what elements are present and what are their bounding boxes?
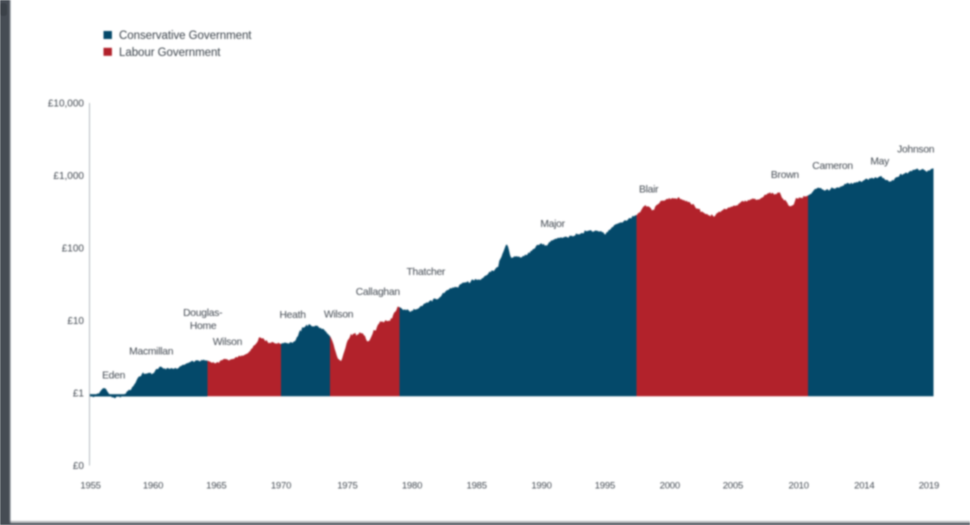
svg-text:£10,000: £10,000	[48, 99, 85, 110]
svg-text:2010: 2010	[789, 481, 809, 492]
svg-text:Thatcher: Thatcher	[406, 267, 445, 278]
svg-text:Blair: Blair	[639, 185, 659, 196]
svg-text:Wilson: Wilson	[213, 337, 243, 348]
svg-text:2019: 2019	[919, 481, 939, 492]
svg-text:1955: 1955	[80, 481, 100, 492]
svg-text:Major: Major	[540, 219, 565, 230]
svg-text:Home: Home	[190, 321, 217, 332]
svg-text:£0: £0	[73, 461, 85, 472]
svg-text:1985: 1985	[467, 481, 487, 492]
svg-text:2005: 2005	[723, 481, 743, 492]
svg-text:£1,000: £1,000	[53, 171, 84, 182]
svg-text:1990: 1990	[531, 481, 551, 492]
svg-text:Douglas-: Douglas-	[183, 308, 222, 319]
svg-text:1960: 1960	[143, 481, 163, 492]
svg-text:1980: 1980	[402, 481, 422, 492]
svg-text:Macmillan: Macmillan	[129, 347, 174, 358]
svg-text:1975: 1975	[337, 481, 357, 492]
svg-text:£10: £10	[67, 316, 84, 327]
svg-text:Johnson: Johnson	[897, 145, 935, 156]
svg-text:Heath: Heath	[279, 310, 306, 321]
svg-text:Callaghan: Callaghan	[356, 287, 401, 298]
svg-text:May: May	[870, 157, 890, 168]
svg-text:Conservative Government: Conservative Government	[119, 30, 252, 42]
svg-text:Wilson: Wilson	[324, 310, 354, 321]
svg-text:1995: 1995	[595, 481, 615, 492]
svg-text:2014: 2014	[854, 481, 874, 492]
svg-text:Brown: Brown	[771, 170, 799, 181]
svg-text:Labour Government: Labour Government	[119, 47, 221, 59]
svg-text:£1: £1	[73, 389, 85, 400]
svg-text:Eden: Eden	[102, 371, 126, 382]
svg-text:1965: 1965	[206, 481, 226, 492]
svg-text:1970: 1970	[271, 481, 291, 492]
svg-text:Cameron: Cameron	[812, 161, 853, 172]
svg-text:£100: £100	[62, 244, 85, 255]
svg-text:2000: 2000	[660, 481, 680, 492]
